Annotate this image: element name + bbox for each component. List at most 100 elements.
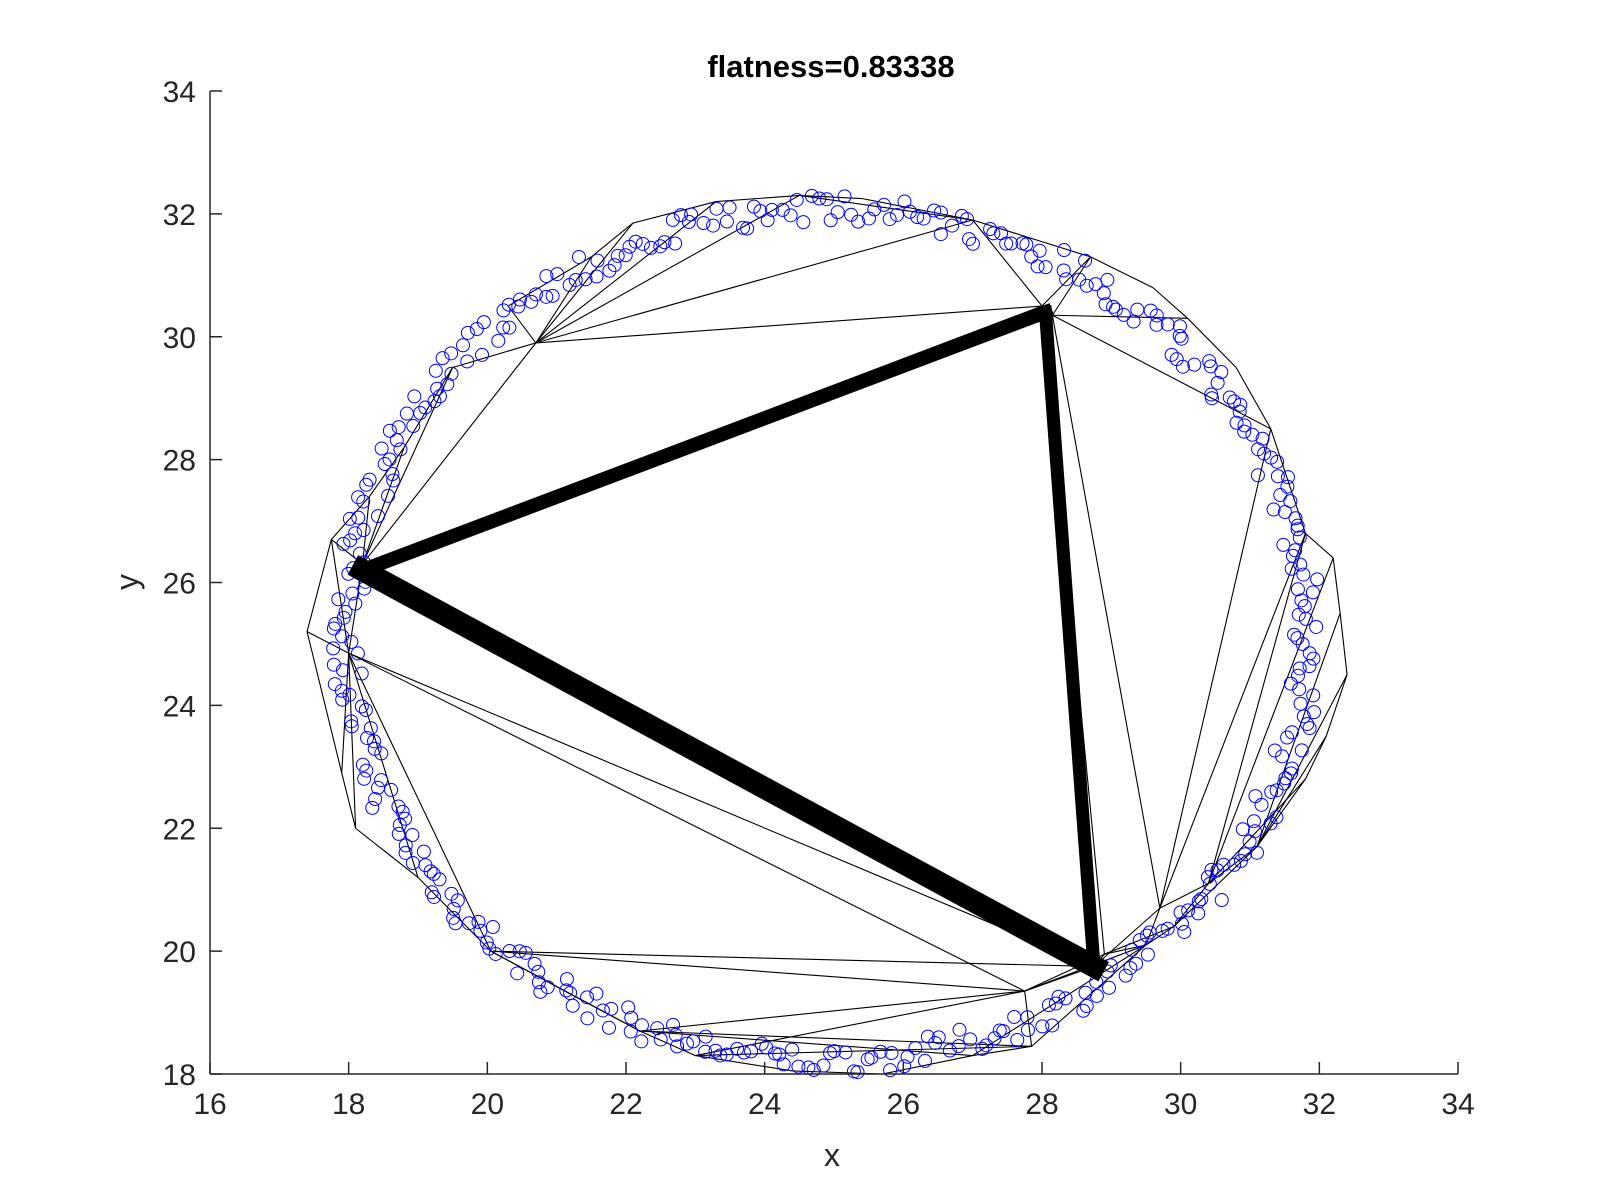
data-point xyxy=(479,935,494,950)
data-point xyxy=(326,641,341,656)
data-point xyxy=(1164,347,1179,362)
mesh-edge xyxy=(1325,674,1348,737)
mesh-edge xyxy=(972,1045,1032,1057)
data-point xyxy=(686,1034,701,1049)
data-point xyxy=(1007,1009,1022,1024)
data-point xyxy=(1291,607,1306,622)
data-point xyxy=(900,1049,915,1064)
data-point xyxy=(1132,933,1147,948)
data-point xyxy=(838,1045,853,1060)
data-point xyxy=(326,657,341,672)
mesh-edge xyxy=(348,652,1025,992)
data-point xyxy=(1203,359,1218,374)
data-point xyxy=(440,377,455,392)
x-tick-label: 22 xyxy=(609,1088,642,1121)
data-point xyxy=(1149,317,1164,332)
data-point xyxy=(384,782,399,797)
bold-triangle-edge xyxy=(1038,305,1101,974)
data-point xyxy=(1078,253,1093,268)
data-point xyxy=(812,191,827,206)
data-point xyxy=(1255,431,1270,446)
data-point xyxy=(1100,272,1115,287)
data-point xyxy=(460,325,475,340)
data-point xyxy=(461,916,476,931)
data-point xyxy=(345,586,360,601)
y-tick-label: 28 xyxy=(163,445,196,478)
mesh-edge xyxy=(306,631,343,774)
data-point xyxy=(1285,761,1300,776)
data-point xyxy=(670,1039,685,1054)
data-point xyxy=(344,714,359,729)
mesh-edge xyxy=(1339,613,1348,675)
data-point xyxy=(679,1036,694,1051)
mesh-edge xyxy=(639,1030,696,1057)
data-point xyxy=(590,253,605,268)
data-point xyxy=(356,523,371,538)
data-point xyxy=(335,663,350,678)
data-point xyxy=(665,212,680,227)
data-point xyxy=(531,975,546,990)
data-point xyxy=(371,509,386,524)
mesh-edge xyxy=(330,496,370,540)
data-point xyxy=(1237,418,1252,433)
mesh-edge xyxy=(535,219,973,344)
data-point xyxy=(1302,659,1317,674)
mesh-edge xyxy=(1052,314,1188,319)
data-point xyxy=(722,200,737,215)
data-point xyxy=(488,946,503,961)
data-point xyxy=(385,466,400,481)
mesh-edge xyxy=(1159,533,1306,909)
data-point xyxy=(524,294,539,309)
mesh-edge xyxy=(362,447,405,565)
data-point xyxy=(354,699,369,714)
mesh-edge xyxy=(972,219,1091,258)
data-point xyxy=(1222,390,1237,405)
data-point xyxy=(1266,502,1281,517)
data-point xyxy=(696,216,711,231)
y-tick-label: 20 xyxy=(163,936,196,969)
mesh-edge xyxy=(1256,674,1348,847)
data-point xyxy=(1058,991,1073,1006)
data-point xyxy=(496,320,511,335)
data-point xyxy=(1142,925,1157,940)
data-point xyxy=(1140,947,1155,962)
data-point xyxy=(589,986,604,1001)
x-ticks: 16 18 20 22 24 26 28 30 32 34 xyxy=(193,1062,1475,1121)
data-point xyxy=(772,1047,787,1062)
data-point xyxy=(806,1062,821,1077)
data-point xyxy=(897,1059,912,1074)
mesh-edge xyxy=(535,194,800,344)
mesh-edge xyxy=(348,653,357,829)
data-point xyxy=(954,208,969,223)
data-point xyxy=(1284,766,1299,781)
data-point xyxy=(1278,771,1293,786)
x-tick-label: 34 xyxy=(1441,1088,1474,1121)
mesh-edge xyxy=(490,950,1025,992)
mesh-edge xyxy=(535,256,592,344)
mesh-edge xyxy=(1159,883,1209,909)
data-point xyxy=(917,1053,932,1068)
mesh-edge xyxy=(1052,314,1272,430)
data-point xyxy=(540,980,555,995)
data-point xyxy=(1172,319,1187,334)
data-point xyxy=(850,1065,865,1080)
data-point xyxy=(580,990,595,1005)
data-point xyxy=(405,856,420,871)
data-point xyxy=(1106,299,1121,314)
data-point xyxy=(623,1024,638,1039)
data-point xyxy=(1035,1019,1050,1034)
data-point xyxy=(916,211,931,226)
data-point xyxy=(1246,814,1261,829)
data-point xyxy=(527,956,542,971)
data-point xyxy=(1051,989,1066,1004)
data-point xyxy=(861,211,876,226)
data-point xyxy=(1275,749,1290,764)
data-point xyxy=(580,1011,595,1026)
data-point xyxy=(595,1003,610,1018)
x-tick-label: 26 xyxy=(887,1088,920,1121)
data-point xyxy=(634,1018,649,1033)
data-point xyxy=(1292,682,1307,697)
data-point xyxy=(890,207,905,222)
data-point xyxy=(426,866,441,881)
mesh-edge xyxy=(1207,557,1334,884)
